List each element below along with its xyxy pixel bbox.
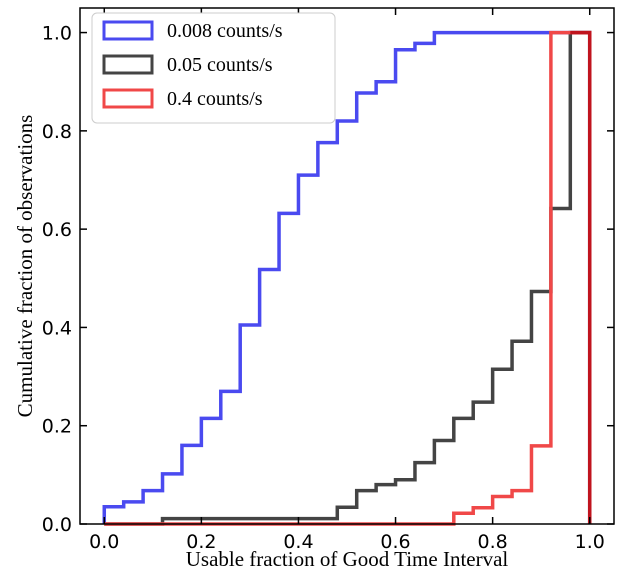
x-tick-label: 0.6 [380,531,410,553]
legend-label: 0.05 counts/s [167,54,273,76]
plot-frame [79,7,615,525]
legend-swatch [102,54,154,75]
y-tick-label: 1.0 [42,23,72,45]
legend-swatch [102,20,154,41]
x-tick-label: 0.0 [89,531,119,553]
legend-items: 0.008 counts/s 0.05 counts/s 0.4 counts/s [102,20,283,110]
y-tick-label: 0.8 [42,121,72,143]
legend-swatch [102,88,154,109]
y-tick-label: 0.6 [42,219,72,241]
x-tick-label: 0.8 [478,531,508,553]
ticks-layer: 0.0 0.2 0.4 0.6 0.8 1.0 0.0 0.2 0.4 0.6 0.8 1.0 [42,8,614,553]
legend-label: 0.4 counts/s [167,88,263,110]
y-tick-label: 0.0 [42,514,72,536]
x-tick-label: 0.2 [186,531,216,553]
x-tick-label: 0.4 [283,531,313,553]
legend-label: 0.008 counts/s [167,20,283,42]
series-line-2 [104,30,592,526]
legend: 0.008 counts/s 0.05 counts/s 0.4 counts/s [91,12,336,124]
x-axis-label: Usable fraction of Good Time Interval [186,547,509,571]
overlap-line [570,30,592,524]
y-tick-label: 0.4 [42,317,72,339]
series-line-1 [102,30,592,524]
y-axis-label: Cumulative fraction of observations [13,115,37,418]
x-tick-label: 1.0 [575,531,605,553]
y-tick-label: 0.2 [42,416,72,438]
